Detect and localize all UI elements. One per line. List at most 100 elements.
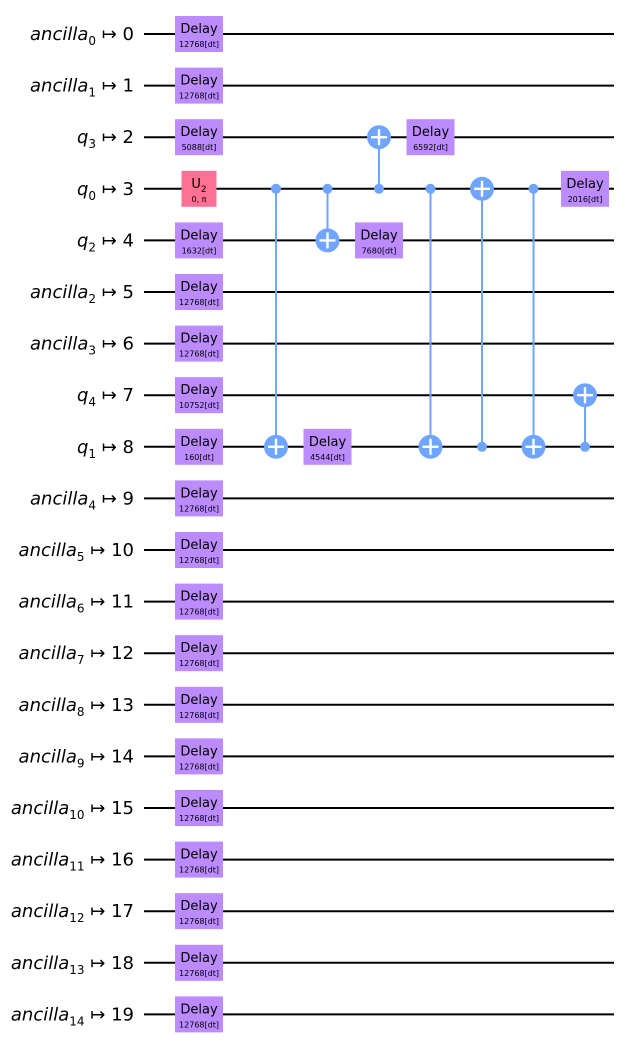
control-dot (528, 183, 539, 194)
control-dot (271, 183, 281, 194)
delay-gate-box (175, 893, 223, 930)
delay-gate-box (175, 377, 223, 414)
gate-param: 12768[dt] (179, 762, 219, 771)
delay-gate-box (175, 274, 223, 310)
wire-label-subscript: 2 (88, 292, 96, 306)
wire-label-name: q (77, 437, 88, 458)
gate-label: Delay (180, 899, 218, 914)
wire-label-15: ancilla10 ↦ 15 (11, 798, 134, 822)
gate-title: Delay (180, 125, 218, 140)
gate-param: 12768[dt] (179, 350, 219, 359)
gate-title: Delay (180, 693, 218, 708)
target-plus (577, 387, 593, 404)
gate-title: Delay (180, 744, 218, 759)
wire-label-10: ancilla5 ↦ 10 (19, 540, 134, 564)
gate-label: Delay (309, 435, 347, 450)
mapsto-arrow: ↦ (96, 282, 123, 303)
delay-gate-wire-13: Delay 12768[dt] (175, 686, 223, 723)
delay-gate-wire-2: Delay 6592[dt] (406, 119, 455, 156)
wire-label-subscript: 14 (69, 1014, 84, 1028)
gate-title: U2 (191, 177, 206, 195)
gate-label: Delay (180, 848, 218, 863)
control-dot (322, 183, 333, 194)
gate-label: Delay (180, 22, 218, 37)
target-plus (525, 438, 542, 455)
gate-label: Delay (180, 1002, 218, 1017)
wire-label-name: q (77, 179, 88, 200)
gate-title: Delay (180, 848, 218, 863)
wire-label-name: q (77, 385, 88, 406)
gate-label: Delay (180, 435, 218, 450)
wire-label-name: ancilla (30, 282, 88, 303)
wire-label-18: ancilla13 ↦ 18 (11, 953, 134, 977)
gate-title: Delay (180, 951, 218, 966)
gate-param: 12768[dt] (179, 92, 219, 101)
gate-label: Delay (180, 125, 218, 140)
gate-param: 12768[dt] (179, 711, 219, 720)
delay-gate-box (175, 944, 223, 981)
wire-label-8: q1 ↦ 8 (77, 437, 134, 461)
gate-label: Delay (180, 538, 218, 553)
wire-label-name: ancilla (19, 540, 77, 561)
gate-title: Delay (180, 641, 218, 656)
wire-label-6: ancilla3 ↦ 6 (30, 334, 134, 358)
gate-param: 2016[dt] (568, 195, 603, 204)
mapsto-arrow: ↦ (85, 1004, 112, 1025)
wire-label-name: ancilla (30, 76, 88, 97)
gate-label: Delay (180, 280, 218, 295)
mapsto-arrow: ↦ (96, 24, 123, 45)
delay-gate-wire-16: Delay 12768[dt] (175, 841, 223, 878)
delay-gate-box (175, 686, 223, 723)
control-dot (374, 183, 384, 194)
wire-label-subscript: 3 (88, 344, 96, 358)
mapsto-arrow: ↦ (85, 901, 112, 922)
gate-param: 160[dt] (184, 453, 214, 462)
gate-title: Delay (566, 177, 604, 192)
mapsto-arrow: ↦ (85, 850, 112, 871)
wire-label-0: ancilla0 ↦ 0 (30, 24, 134, 48)
control-dot (580, 441, 590, 452)
wire-label-subscript: 4 (88, 395, 96, 409)
gate-label: Delay (180, 693, 218, 708)
delay-gate-box (355, 222, 403, 259)
wire-label-subscript: 11 (69, 860, 84, 874)
delay-gate-box (175, 790, 223, 826)
mapsto-arrow: ↦ (96, 488, 123, 509)
gate-label: U (191, 177, 201, 192)
wire-label-3: q0 ↦ 3 (77, 179, 134, 203)
wire-label-14: ancilla9 ↦ 14 (19, 746, 134, 770)
gate-title: Delay (180, 590, 218, 605)
delay-gate-box (406, 119, 455, 156)
gate-label: Delay (180, 486, 218, 501)
wire-label-subscript: 13 (69, 963, 84, 977)
gate-param: 12768[dt] (179, 504, 219, 513)
wire-label-index: 10 (111, 540, 134, 561)
delay-gate-box (175, 738, 223, 775)
delay-gate-box (175, 635, 223, 672)
delay-gate-wire-11: Delay 12768[dt] (175, 583, 223, 620)
mapsto-arrow: ↦ (96, 437, 123, 458)
wire-label-subscript: 3 (88, 137, 96, 151)
wire-label-index: 2 (123, 127, 134, 148)
wire-label-index: 3 (123, 179, 134, 200)
mapsto-arrow: ↦ (85, 746, 112, 767)
wire-label-index: 11 (111, 592, 134, 613)
mapsto-arrow: ↦ (96, 334, 123, 355)
delay-gate-box (175, 428, 223, 465)
wire-label-name: ancilla (30, 334, 88, 355)
control-dot (477, 441, 487, 452)
cnot-gate-col-2 (315, 183, 340, 253)
wire-label-index: 18 (111, 953, 134, 974)
delay-gate-wire-8: Delay 160[dt] (175, 428, 223, 465)
wire-label-subscript: 0 (88, 189, 96, 203)
mapsto-arrow: ↦ (96, 230, 123, 251)
wire-label-index: 8 (123, 437, 134, 458)
delay-gate-wire-5: Delay 12768[dt] (175, 274, 223, 310)
delay-gate-box (175, 996, 223, 1033)
delay-gate-wire-19: Delay 12768[dt] (175, 996, 223, 1033)
mapsto-arrow: ↦ (85, 540, 112, 561)
wire-label-4: q2 ↦ 4 (77, 230, 134, 254)
gate-label: Delay (180, 228, 218, 243)
delay-gate-wire-17: Delay 12768[dt] (175, 893, 223, 930)
wire-label-name: ancilla (30, 488, 88, 509)
